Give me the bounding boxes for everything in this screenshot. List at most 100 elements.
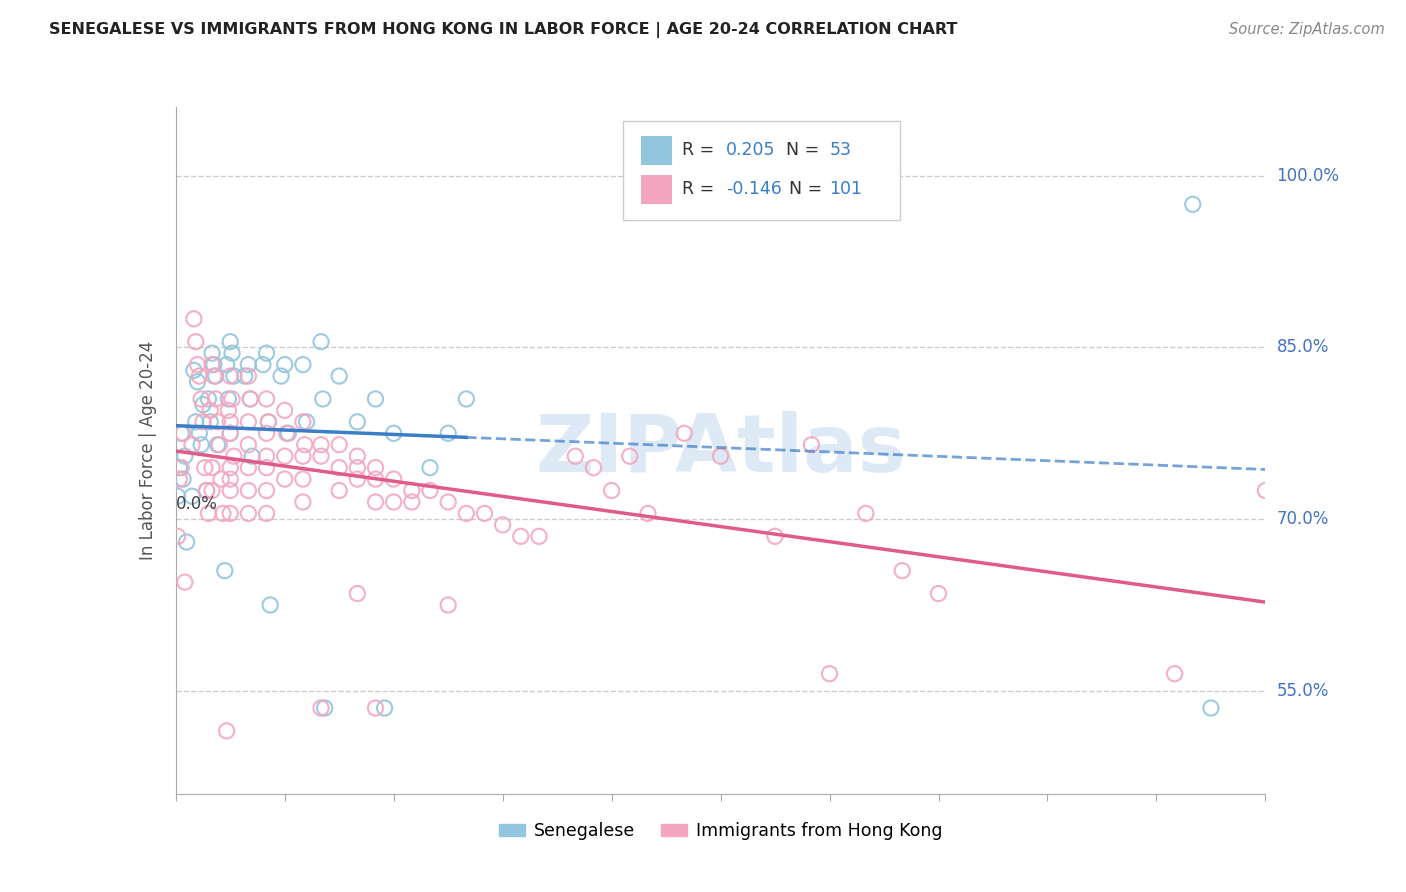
Point xyxy=(291,472,314,486)
Point xyxy=(312,392,335,406)
Point xyxy=(928,586,950,600)
Point xyxy=(173,575,195,590)
Point xyxy=(204,369,226,384)
Point xyxy=(346,449,368,463)
Point xyxy=(256,346,278,360)
Point xyxy=(172,426,194,441)
Point xyxy=(169,472,191,486)
Point xyxy=(257,415,280,429)
Point xyxy=(401,495,423,509)
Point xyxy=(208,438,231,452)
Point xyxy=(239,392,262,406)
Point xyxy=(207,415,229,429)
Point xyxy=(256,426,278,441)
Point xyxy=(190,438,212,452)
Point xyxy=(382,426,405,441)
Point xyxy=(239,392,262,406)
Point xyxy=(364,392,387,406)
Point xyxy=(214,564,236,578)
Y-axis label: In Labor Force | Age 20-24: In Labor Force | Age 20-24 xyxy=(139,341,157,560)
Point xyxy=(270,369,292,384)
Text: R =: R = xyxy=(682,180,720,198)
Text: 0.205: 0.205 xyxy=(725,141,776,160)
Point xyxy=(238,507,260,521)
Point xyxy=(364,495,387,509)
FancyBboxPatch shape xyxy=(641,175,672,204)
Point xyxy=(186,375,209,389)
Text: 70.0%: 70.0% xyxy=(1277,510,1329,528)
Text: 55.0%: 55.0% xyxy=(1277,681,1329,700)
Point xyxy=(419,483,441,498)
Point xyxy=(201,346,224,360)
Point xyxy=(364,472,387,486)
Point xyxy=(197,392,219,406)
Point xyxy=(215,723,238,738)
Point xyxy=(401,483,423,498)
Point xyxy=(219,369,242,384)
Text: -0.146: -0.146 xyxy=(725,180,782,198)
Point xyxy=(217,392,239,406)
Point xyxy=(219,415,242,429)
Point xyxy=(891,564,914,578)
Point xyxy=(184,334,207,349)
Point xyxy=(309,701,332,715)
Point xyxy=(169,460,191,475)
Text: SENEGALESE VS IMMIGRANTS FROM HONG KONG IN LABOR FORCE | AGE 20-24 CORRELATION C: SENEGALESE VS IMMIGRANTS FROM HONG KONG … xyxy=(49,22,957,38)
Point xyxy=(238,358,260,372)
Point xyxy=(207,438,229,452)
Point xyxy=(238,369,260,384)
Point xyxy=(172,472,194,486)
Point xyxy=(202,358,225,372)
Point xyxy=(176,535,198,549)
Point xyxy=(183,363,205,377)
Point xyxy=(1199,701,1222,715)
Point xyxy=(619,449,641,463)
Point xyxy=(1181,197,1204,211)
Text: 53: 53 xyxy=(830,141,852,160)
Point xyxy=(291,495,314,509)
Point xyxy=(474,507,496,521)
Point xyxy=(276,426,298,441)
Point xyxy=(456,392,478,406)
FancyBboxPatch shape xyxy=(641,136,672,165)
Point xyxy=(219,426,242,441)
Point xyxy=(274,358,297,372)
Text: 0.0%: 0.0% xyxy=(176,495,218,513)
Point xyxy=(200,403,222,417)
Point xyxy=(328,483,350,498)
Point xyxy=(382,495,405,509)
Point xyxy=(492,517,515,532)
Point xyxy=(274,449,297,463)
Point xyxy=(238,460,260,475)
Point xyxy=(219,460,242,475)
Point xyxy=(256,392,278,406)
Point xyxy=(710,449,733,463)
Point xyxy=(257,415,280,429)
Point xyxy=(190,392,212,406)
Point xyxy=(170,460,193,475)
Point xyxy=(274,403,297,417)
Point xyxy=(194,460,217,475)
Point xyxy=(277,426,299,441)
Point xyxy=(222,449,245,463)
Point xyxy=(855,507,877,521)
Point xyxy=(184,415,207,429)
Point xyxy=(256,460,278,475)
Point xyxy=(818,666,841,681)
Point xyxy=(564,449,586,463)
Point xyxy=(219,472,242,486)
Point xyxy=(252,358,274,372)
Point xyxy=(191,415,214,429)
Point xyxy=(309,449,332,463)
Point xyxy=(209,472,232,486)
Point xyxy=(314,701,336,715)
Text: Source: ZipAtlas.com: Source: ZipAtlas.com xyxy=(1229,22,1385,37)
Point xyxy=(437,598,460,612)
Point xyxy=(328,369,350,384)
Text: 85.0%: 85.0% xyxy=(1277,338,1329,357)
Point xyxy=(291,449,314,463)
Point xyxy=(256,483,278,498)
Point xyxy=(195,483,218,498)
Point xyxy=(295,415,318,429)
Text: R =: R = xyxy=(682,141,720,160)
